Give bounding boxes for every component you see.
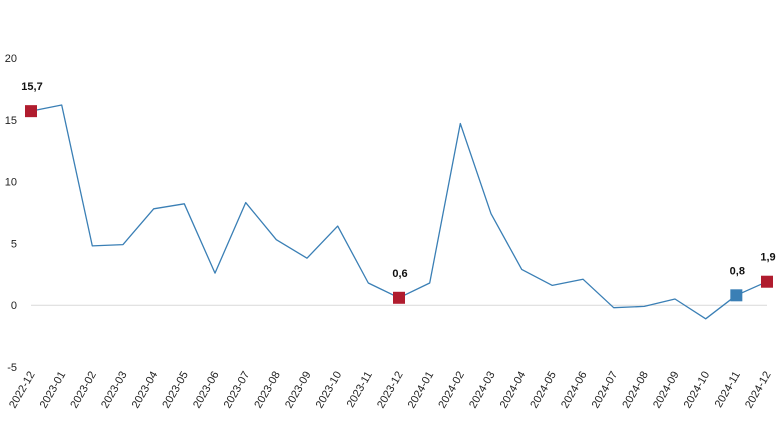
data-label: 0,6 [392, 268, 407, 280]
highlight-marker [393, 291, 405, 304]
data-point [183, 202, 186, 205]
data-point [459, 122, 462, 125]
data-point [643, 305, 646, 308]
y-tick-label: 5 [11, 238, 17, 250]
data-point [551, 284, 554, 287]
series-line [30, 104, 768, 320]
x-axis: 2022-12 2023-01 2023-02 2023-03 2023-04 2023-… [7, 370, 774, 411]
y-tick-label: 0 [11, 300, 17, 312]
data-point [91, 244, 94, 247]
data-label: 1,9 [760, 252, 775, 264]
data-point [122, 243, 125, 246]
y-tick-label: -5 [7, 362, 17, 374]
x-tick-label: 2024-06 [559, 370, 590, 411]
x-tick-label: 2023-12 [375, 370, 406, 411]
x-tick-label: 2024-03 [467, 370, 498, 411]
highlight-marker [730, 289, 743, 302]
x-tick-label: 2024-12 [743, 370, 774, 411]
data-point [612, 306, 615, 309]
data-label: 0,8 [730, 265, 745, 277]
x-tick-label: 2023-08 [252, 370, 283, 411]
x-tick-label: 2023-09 [283, 370, 314, 411]
x-tick-label: 2023-07 [222, 370, 253, 411]
x-tick-label: 2024-07 [590, 370, 621, 411]
x-tick-label: 2023-11 [345, 370, 375, 410]
x-tick-label: 2024-05 [528, 370, 559, 411]
x-tick-label: 2024-11 [713, 370, 743, 410]
x-tick-label: 2022-12 [7, 370, 38, 411]
x-tick-label: 2023-03 [99, 370, 130, 411]
data-point [244, 201, 247, 204]
data-point [214, 272, 217, 275]
x-tick-label: 2023-02 [68, 370, 99, 411]
data-point [704, 317, 707, 320]
data-point [674, 298, 677, 301]
data-point [306, 257, 309, 260]
x-tick-label: 2023-01 [38, 370, 69, 411]
x-tick-label: 2024-09 [651, 370, 682, 411]
data-point [490, 212, 493, 215]
data-point [152, 207, 155, 210]
y-axis: -5 0 5 10 15 20 [5, 53, 767, 374]
data-label: 15,7 [21, 81, 42, 93]
data-point [520, 268, 523, 271]
highlight-markers: 15,7 0,6 0,8 1,9 [21, 81, 776, 304]
y-tick-label: 15 [5, 115, 17, 127]
x-tick-label: 2023-06 [191, 370, 222, 411]
highlight-marker [25, 105, 37, 118]
x-tick-label: 2023-10 [314, 370, 345, 411]
data-point [275, 238, 278, 241]
x-tick-label: 2024-04 [498, 370, 529, 411]
data-point [60, 103, 63, 106]
data-point [428, 281, 431, 284]
highlight-marker [761, 275, 773, 288]
data-point [367, 281, 370, 284]
x-tick-label: 2024-01 [406, 370, 437, 411]
x-tick-label: 2024-10 [682, 370, 713, 411]
x-tick-label: 2024-08 [620, 370, 651, 411]
data-point [336, 225, 339, 228]
y-tick-label: 20 [5, 53, 17, 65]
y-tick-label: 10 [5, 177, 17, 189]
x-tick-label: 2023-05 [160, 370, 191, 411]
x-tick-label: 2023-04 [130, 370, 161, 411]
data-point [582, 278, 585, 281]
x-tick-label: 2024-02 [436, 370, 467, 411]
series-layer [30, 103, 768, 320]
